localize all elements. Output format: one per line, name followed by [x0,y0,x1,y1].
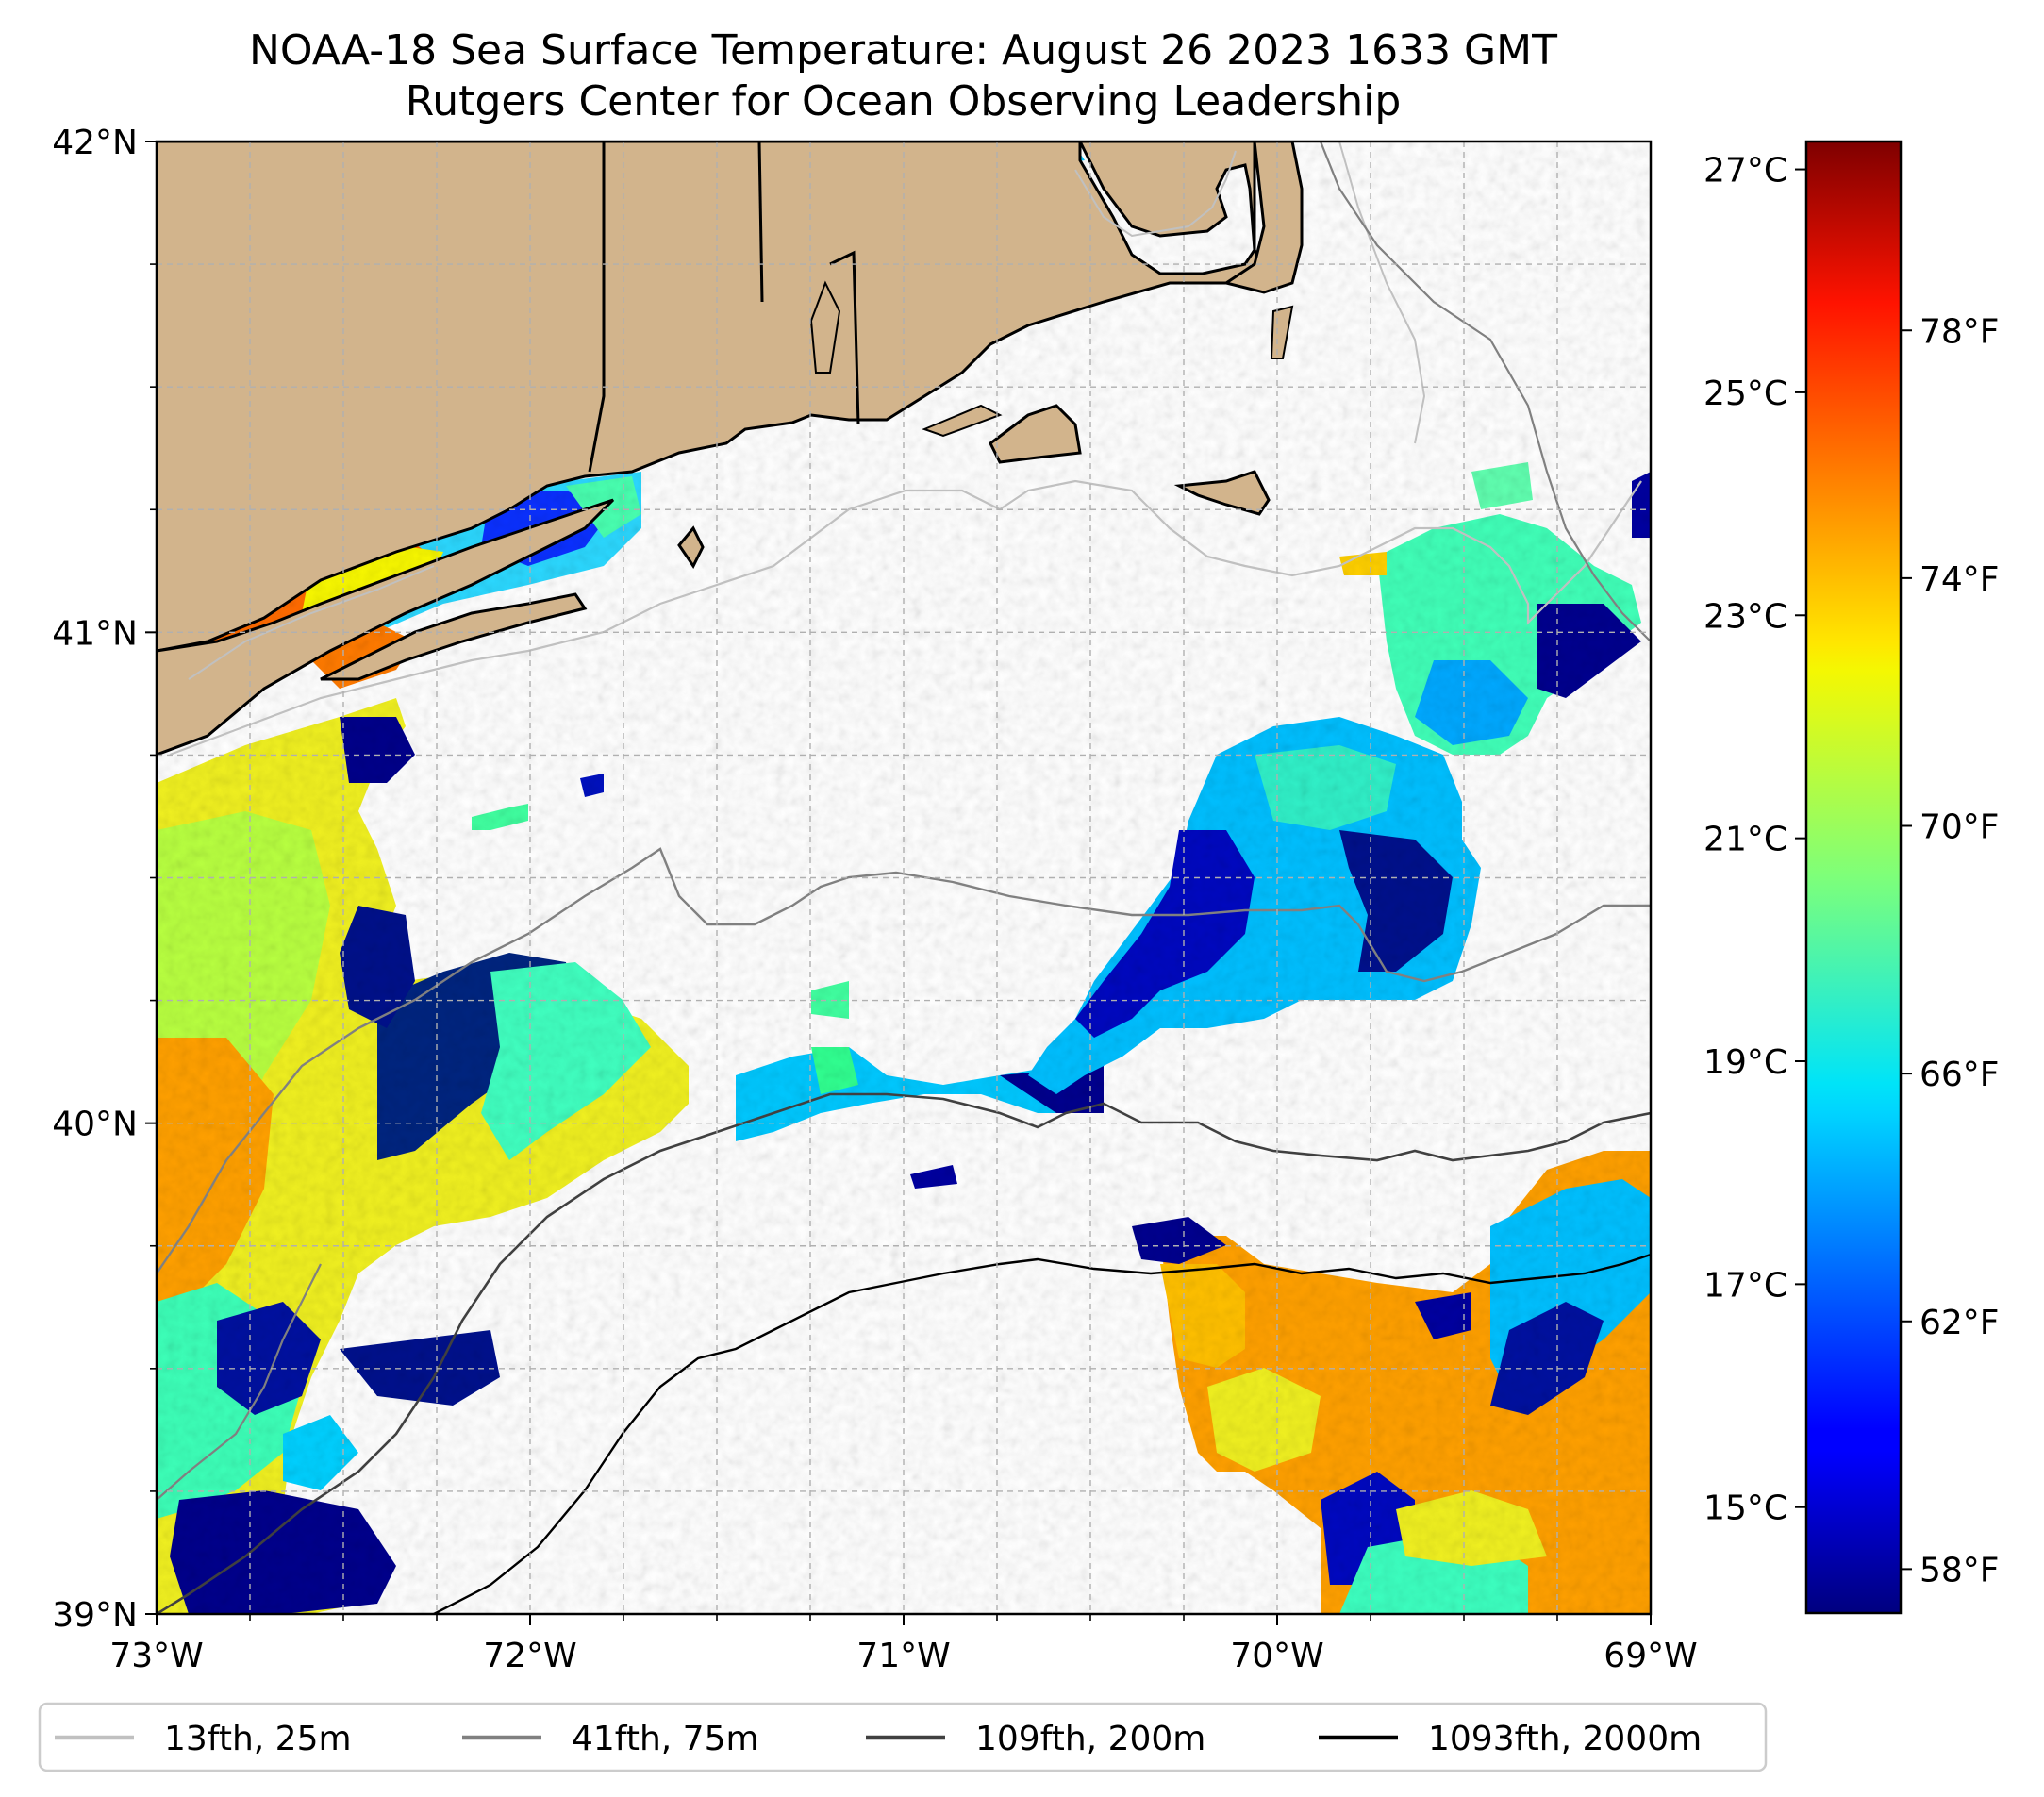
land-mainland [157,141,1261,653]
lat-tick-label: 41°N [52,614,138,653]
map-title-line2: Rutgers Center for Ocean Observing Leade… [405,77,1402,125]
lon-tick-label: 70°W [1230,1637,1323,1675]
lat-tick-label: 39°N [52,1596,138,1635]
lon-tick-label: 72°W [483,1637,576,1675]
legend-label: 13fth, 25m [164,1720,352,1758]
fahrenheit-tick-label: 62°F [1919,1304,2000,1342]
celsius-tick-label: 25°C [1703,374,1787,413]
contour-25m [169,479,1642,757]
celsius-tick-label: 19°C [1703,1043,1787,1082]
map-area [157,141,1651,1614]
contour-25m-b [1074,150,1237,238]
celsius-tick-label: 23°C [1703,597,1787,636]
colorbar-celsius-ticks: 27°C 25°C 23°C 21°C 19°C 17°C 15°C [1703,152,1806,1528]
legend-label: 41fth, 75m [572,1720,759,1758]
lat-tick-label: 40°N [52,1106,138,1144]
land-block-island [677,525,705,569]
lon-tick-label: 73°W [109,1637,203,1675]
legend-label: 109fth, 200m [975,1720,1205,1758]
contour-25m-d [188,565,435,680]
celsius-tick-label: 15°C [1703,1489,1787,1528]
contour-75m-c [157,1263,322,1501]
lon-tick-label: 71°W [856,1637,950,1675]
ri-ma-border [829,250,860,425]
land-cape-cod-arm [1222,141,1304,294]
latitude-axis: 42°N 41°N 40°N 39°N [52,124,157,1635]
land-cape-cod [1078,141,1256,251]
land-layer [157,141,1304,757]
contour-75m-b [1319,141,1651,642]
lat-tick-label: 42°N [52,124,138,162]
fahrenheit-tick-label: 70°F [1919,808,2000,847]
land-elizabeth-islands [922,404,1003,438]
bathymetry-layer [157,141,1651,1614]
bathymetry-legend: 13fth, 25m 41fth, 75m 109fth, 200m 1093fth,… [38,1702,1768,1772]
colorbar: 27°C 25°C 23°C 21°C 19°C 17°C 15°C 78°F 74°F 70°… [1703,140,2000,1615]
fahrenheit-tick-label: 66°F [1919,1056,2000,1094]
graticule [157,141,1651,1614]
ct-ri-border [757,141,764,303]
contour-25m-c [1338,141,1426,444]
land-long-island-north-fork [320,592,588,681]
celsius-tick-label: 27°C [1703,152,1787,191]
contour-200m [157,1092,1651,1614]
celsius-tick-label: 17°C [1703,1266,1787,1305]
colorbar-fahrenheit-ticks: 78°F 74°F 70°F 66°F 62°F 58°F [1901,312,2000,1589]
ny-ct-border [588,141,606,473]
longitude-axis: 73°W 72°W 71°W 70°W 69°W [109,1614,1698,1675]
contour-75m [157,847,1651,1274]
legend-label: 1093fth, 2000m [1428,1720,1702,1758]
contour-2000m [433,1253,1651,1614]
fahrenheit-tick-label: 74°F [1919,560,2000,599]
celsius-tick-label: 21°C [1703,821,1787,859]
colorbar-frame [1804,140,1903,1615]
fahrenheit-tick-label: 58°F [1919,1551,2000,1589]
map-title-line1: NOAA-18 Sea Surface Temperature: August … [249,26,1557,75]
land-nantucket [1173,470,1271,516]
colorbar-gradient [1806,141,1901,1613]
fahrenheit-tick-label: 78°F [1919,312,2000,351]
land-long-island [157,498,615,757]
land-marthas-vineyard [989,404,1082,464]
lon-tick-label: 69°W [1604,1637,1697,1675]
land-ri-islands [809,280,841,374]
